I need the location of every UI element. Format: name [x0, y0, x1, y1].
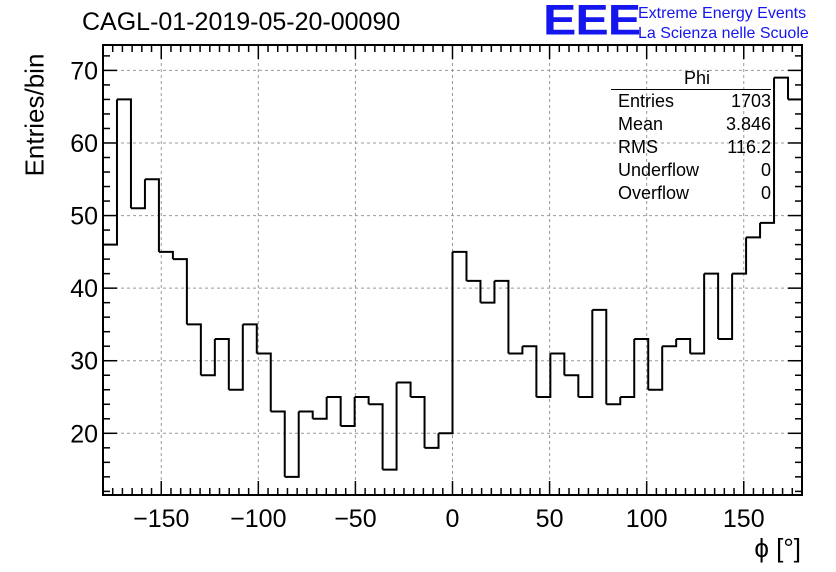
tick-labels: −150 −100 −50 0 50 100 150 20 30 40 50 60 70 [70, 57, 764, 533]
stats-box: Phi Entries 1703 Mean 3.846 RMS 116.2 Un… [611, 68, 771, 205]
histogram-bin [508, 346, 524, 355]
stats-row-mean: Mean 3.846 [611, 113, 771, 136]
histogram-bin [592, 308, 608, 405]
histogram-bin [634, 337, 650, 390]
histogram-bin [578, 309, 594, 399]
x-axis-title: ϕ [°] [754, 533, 801, 563]
stats-label: Underflow [618, 160, 700, 180]
x-tick-label: −50 [334, 505, 376, 533]
histogram-bin [438, 251, 454, 435]
axis-ticks [103, 45, 802, 495]
plot-frame [102, 44, 803, 496]
histogram-bin [452, 250, 468, 281]
histogram-bin [648, 346, 664, 391]
histogram-bin [326, 396, 342, 427]
stats-row-underflow: Underflow 0 [611, 159, 771, 182]
histogram-bin [690, 273, 706, 355]
histogram-bin [494, 279, 510, 354]
histogram-bin [746, 222, 762, 239]
stats-value: 0 [760, 183, 771, 203]
histogram-bin [410, 396, 426, 448]
histogram-bin [774, 76, 790, 100]
histogram-bin [158, 250, 174, 260]
histogram-bin [284, 411, 300, 478]
histogram-bin [550, 352, 566, 376]
histogram-bin [228, 324, 244, 391]
histogram-bin [676, 337, 692, 354]
x-tick-label: 50 [536, 505, 564, 533]
histogram-bin [732, 237, 748, 275]
histogram-bin [480, 280, 496, 304]
y-tick-label: 60 [70, 130, 98, 158]
x-tick-label: −100 [230, 505, 286, 533]
histogram-bin [242, 323, 258, 354]
histogram-bin [382, 382, 398, 471]
y-axis-title: Entries/bin [19, 53, 50, 177]
histogram-bin [620, 338, 636, 399]
y-tick-label: 50 [70, 203, 98, 231]
histogram-bin [340, 397, 356, 428]
histogram-bin [662, 338, 678, 348]
stats-value: 3.846 [725, 114, 771, 134]
histogram-bin [536, 353, 552, 399]
histogram-bin [130, 179, 146, 210]
stats-box-title: Phi [611, 68, 771, 90]
histogram-bin [144, 178, 160, 252]
stats-label: Entries [618, 91, 675, 111]
y-tick-label: 70 [70, 57, 98, 85]
stats-row-entries: Entries 1703 [611, 90, 771, 113]
histogram-bin [466, 279, 482, 303]
x-tick-label: 150 [723, 505, 765, 533]
stats-value: 1703 [730, 91, 771, 111]
run-title: CAGL-01-2019-05-20-00090 [82, 8, 401, 36]
histogram-bin [396, 381, 412, 398]
stats-label: Overflow [618, 183, 690, 203]
eee-logo-line2: La Scienza nelle Scuole [638, 25, 809, 42]
x-tick-label: −150 [133, 505, 189, 533]
y-tick-label: 40 [70, 275, 98, 303]
histogram-bin [368, 403, 384, 470]
histogram-bin [718, 273, 734, 340]
x-tick-label: 0 [446, 505, 460, 533]
histogram-series [103, 76, 802, 478]
histogram-bin [760, 77, 776, 224]
stats-row-overflow: Overflow 0 [611, 182, 771, 205]
histogram-bin [214, 337, 230, 390]
stats-value: 0 [760, 160, 771, 180]
histogram-bin [424, 433, 440, 449]
histogram-bin [116, 98, 132, 209]
eee-logo-line1: Extreme Energy Events [638, 5, 807, 22]
histogram-bin [704, 272, 720, 339]
stats-value: 116.2 [727, 137, 771, 157]
histogram-bin [256, 352, 272, 412]
histogram-bin [564, 374, 580, 398]
y-tick-label: 30 [70, 348, 98, 376]
histogram-bin [172, 258, 188, 325]
stats-label: Mean [618, 114, 664, 134]
x-tick-label: 100 [626, 505, 668, 533]
histogram-bin [312, 397, 328, 420]
histogram-bin [186, 323, 202, 376]
histogram-bin [270, 410, 286, 477]
eee-logo: EEE [543, 0, 641, 44]
histogram-bin [354, 396, 370, 405]
histogram-bin [606, 397, 622, 406]
y-tick-label: 20 [70, 420, 98, 448]
stats-label: RMS [618, 137, 658, 157]
histogram-bin [298, 410, 314, 419]
histogram-bin [522, 345, 538, 398]
stats-row-rms: RMS 116.2 [611, 136, 771, 159]
histogram-bin [200, 338, 216, 377]
